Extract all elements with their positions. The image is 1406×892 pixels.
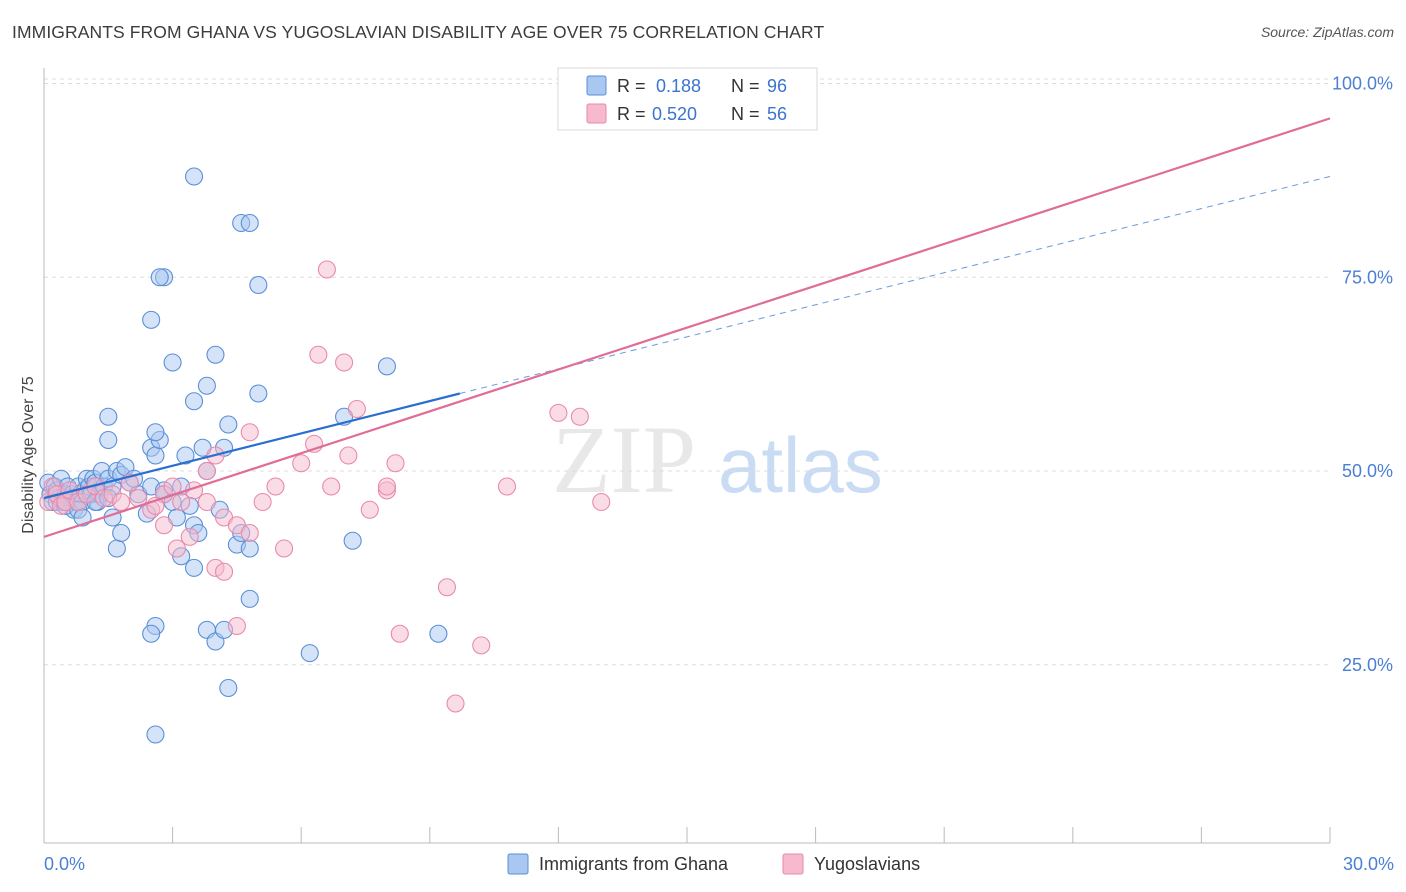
ghana-point-65 — [197, 376, 216, 395]
yugoslavian-trend-line — [43, 117, 1331, 538]
ghana-point-60 — [99, 407, 118, 426]
ghana-point-87 — [184, 167, 204, 186]
chart-title: IMMIGRANTS FROM GHANA VS YUGOSLAVIAN DIS… — [12, 22, 825, 42]
ghana-point-83 — [240, 589, 259, 608]
ghana-point-64 — [184, 392, 204, 411]
legend-swatch-ghana — [586, 75, 607, 96]
legend-n-label-1: N = — [731, 76, 760, 96]
legend-n-label-2: N = — [731, 104, 760, 124]
y-tick-label-75: 75.0% — [1342, 267, 1393, 287]
ghana-point-73 — [249, 384, 268, 403]
yugoslavian-point-47 — [214, 562, 234, 581]
yugoslavian-point-28 — [240, 523, 259, 543]
ghana-point-93 — [343, 531, 362, 550]
legend-r-value-2: 0.520 — [652, 104, 697, 124]
ghana-trend-dashed — [459, 176, 1331, 394]
bottom-legend-label-ghana: Immigrants from Ghana — [539, 854, 729, 874]
ghana-point-54 — [176, 446, 195, 465]
yugoslavian-point-45 — [227, 616, 246, 636]
yugoslavian-point-21 — [154, 516, 174, 535]
ghana-point-61 — [99, 430, 118, 450]
ghana-point-66 — [206, 345, 225, 364]
yugoslavian-point-37 — [360, 500, 379, 519]
y-tick-label-100: 100.0% — [1332, 74, 1393, 94]
ghana-point-79 — [184, 558, 204, 577]
yugoslavian-point-35 — [339, 446, 358, 465]
ghana-point-89 — [219, 678, 238, 698]
ghana-point-63 — [163, 353, 182, 372]
yugoslavian-point-39 — [386, 454, 405, 473]
yugoslavian-point-19 — [197, 492, 216, 512]
source-label: Source: ZipAtlas.com — [1260, 24, 1394, 40]
yugoslavian-point-48 — [437, 578, 456, 597]
legend-swatch-yugoslavians — [586, 103, 607, 124]
yugoslavian-point-41 — [309, 345, 328, 364]
trend-lines — [43, 117, 1331, 538]
bottom-legend-label-yugoslavians: Yugoslavians — [814, 854, 920, 874]
gridlines — [44, 78, 1330, 666]
yugoslavian-point-30 — [266, 477, 285, 496]
yugoslavian-point-34 — [322, 477, 341, 496]
ghana-trend-line — [43, 392, 461, 500]
ghana-point-90 — [146, 725, 165, 744]
y-tick-label-25: 25.0% — [1342, 655, 1393, 675]
yugoslavian-point-31 — [275, 539, 294, 558]
ghana-point-42 — [107, 539, 126, 558]
ghana-point-48 — [146, 446, 165, 465]
x-tick-label-max: 30.0% — [1343, 854, 1394, 874]
yugoslavian-point-29 — [253, 492, 272, 512]
legend-r-label-1: R = — [617, 76, 646, 96]
yugoslavian-point-23 — [180, 527, 199, 546]
yugoslavian-point-53 — [549, 403, 568, 422]
yugoslavian-point-11 — [112, 492, 131, 512]
yugoslavian-point-40 — [240, 423, 259, 442]
bottom-legend-swatch-yugoslavians — [782, 853, 804, 875]
x-tick-label-min: 0.0% — [44, 854, 85, 874]
ghana-point-86 — [240, 213, 259, 233]
axes — [43, 68, 1331, 844]
yugoslavian-point-49 — [446, 694, 465, 713]
legend-r-label-2: R = — [617, 104, 646, 124]
yugoslavian-point-42 — [335, 353, 354, 372]
yugoslavian-points — [39, 260, 611, 713]
yugoslavian-point-52 — [497, 477, 517, 496]
ghana-point-74 — [142, 310, 161, 329]
ghana-point-84 — [249, 275, 268, 295]
yugoslavian-point-55 — [592, 492, 611, 512]
yugoslavian-point-36 — [347, 399, 366, 419]
yugoslavian-point-32 — [292, 454, 311, 473]
ghana-point-94 — [377, 357, 396, 376]
bottom-legend-swatch-ghana — [507, 853, 529, 875]
yugoslavian-point-43 — [317, 260, 336, 279]
ghana-point-77 — [142, 624, 161, 643]
ghana-point-69 — [219, 415, 238, 434]
yugoslavian-point-22 — [167, 539, 186, 558]
yugoslavian-point-17 — [172, 492, 191, 512]
ghana-point-62 — [146, 423, 165, 442]
legend-r-value-1: 0.188 — [656, 76, 701, 96]
legend-n-value-2: 56 — [767, 104, 787, 124]
legend-n-value-1: 96 — [767, 76, 787, 96]
ghana-point-91 — [300, 644, 319, 663]
yugoslavian-point-50 — [390, 624, 409, 643]
yugoslavian-point-24 — [197, 461, 216, 481]
ghana-point-95 — [429, 624, 448, 643]
yugoslavian-point-54 — [570, 407, 589, 426]
ghana-point-43 — [112, 523, 131, 543]
y-tick-label-50: 50.0% — [1342, 461, 1393, 481]
yugoslavian-point-44 — [377, 477, 396, 496]
series-legend: Immigrants from Ghana Yugoslavians — [507, 853, 920, 875]
ghana-points — [39, 167, 448, 744]
yugoslavian-point-51 — [472, 636, 491, 655]
watermark-atlas: atlas — [718, 421, 883, 509]
ghana-point-88 — [150, 268, 169, 287]
stats-legend: R = 0.188 N = 96 R = 0.520 N = 56 — [557, 67, 818, 131]
y-tick-labels: 25.0% 50.0% 75.0% 100.0% — [1332, 74, 1393, 675]
ghana-point-72 — [240, 539, 259, 558]
